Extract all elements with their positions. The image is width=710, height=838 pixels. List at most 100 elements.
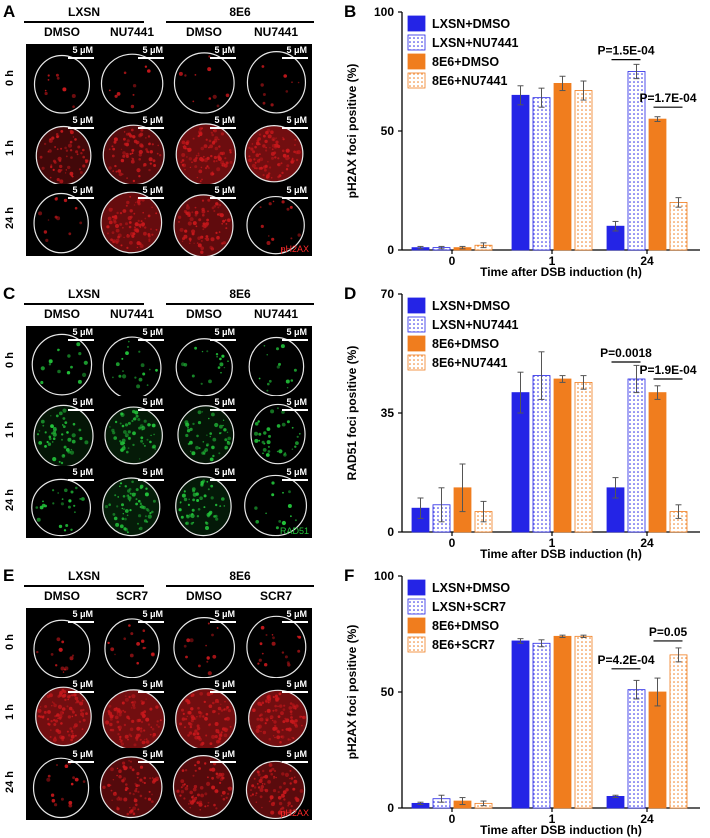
- focus-dot: [256, 770, 260, 774]
- focus-dot: [125, 155, 129, 158]
- focus-dot: [63, 529, 67, 532]
- focus-dot: [274, 695, 279, 700]
- focus-dot: [199, 180, 202, 183]
- focus-dot: [281, 171, 284, 175]
- focus-dot: [283, 798, 286, 801]
- focus-dot: [209, 245, 213, 250]
- focus-dot: [220, 794, 223, 797]
- focus-dot: [277, 162, 281, 167]
- focus-dot: [254, 506, 258, 510]
- focus-dot: [259, 153, 261, 155]
- focus-dot: [221, 497, 225, 501]
- focus-dot: [36, 650, 39, 654]
- scale-label: 5 μM: [142, 397, 163, 407]
- focus-dot: [225, 796, 228, 799]
- focus-dot: [262, 101, 266, 105]
- focus-dot: [44, 91, 48, 96]
- scale-bar: [138, 57, 164, 59]
- micrograph-cell: 5 μM: [240, 608, 312, 680]
- focus-dot: [71, 732, 75, 735]
- scale-bar: [282, 621, 308, 623]
- focus-dot: [287, 801, 291, 806]
- legend-label: LXSN+NU7441: [432, 36, 519, 50]
- focus-dot: [186, 515, 190, 519]
- focus-dot: [187, 503, 190, 506]
- focus-dot: [270, 810, 275, 815]
- focus-dot: [84, 440, 89, 445]
- focus-dot: [251, 143, 254, 145]
- scale-bar: [138, 127, 164, 129]
- micrograph-cell: 5 μM: [168, 326, 240, 398]
- focus-dot: [113, 436, 117, 440]
- focus-dot: [277, 705, 279, 708]
- focus-dot: [140, 711, 145, 716]
- focus-dot: [134, 782, 137, 785]
- focus-dot: [108, 220, 113, 225]
- focus-dot: [215, 353, 219, 356]
- nucleus-outline: [32, 757, 90, 819]
- focus-dot: [136, 241, 141, 246]
- focus-dot: [293, 776, 296, 778]
- scale-bar: [210, 691, 236, 693]
- focus-dot: [184, 168, 186, 171]
- focus-dot: [146, 520, 149, 523]
- focus-dot: [290, 805, 293, 808]
- focus-dot: [196, 242, 199, 244]
- focus-dot: [201, 199, 205, 202]
- focus-dot: [142, 781, 144, 783]
- focus-dot: [186, 156, 188, 158]
- focus-dot: [189, 440, 193, 445]
- focus-dot: [44, 445, 47, 448]
- focus-dot: [109, 717, 113, 721]
- focus-dot: [38, 211, 43, 216]
- focus-dot: [198, 447, 201, 450]
- focus-dot: [219, 505, 222, 507]
- row-label-1h: 1 h: [4, 140, 16, 156]
- legend-label: 8E6+NU7441: [432, 74, 507, 88]
- focus-dot: [196, 434, 199, 438]
- focus-dot: [215, 503, 218, 507]
- focus-dot: [194, 769, 197, 772]
- focus-dot: [195, 492, 199, 496]
- focus-dot: [82, 164, 86, 168]
- focus-dot: [252, 150, 256, 154]
- focus-dot: [226, 431, 229, 433]
- focus-dot: [67, 715, 72, 719]
- focus-dot: [133, 212, 136, 215]
- focus-dot: [145, 150, 149, 153]
- row-label-1h: 1 h: [4, 422, 16, 438]
- scale-label: 5 μM: [214, 749, 235, 759]
- focus-dot: [128, 695, 131, 699]
- focus-dot: [69, 727, 73, 730]
- focus-dot: [276, 735, 281, 740]
- focus-dot: [123, 637, 126, 640]
- focus-dot: [80, 152, 83, 155]
- focus-dot: [136, 246, 139, 249]
- y-tick-label: 0: [387, 801, 394, 815]
- focus-dot: [114, 494, 117, 497]
- focus-dot: [194, 764, 196, 767]
- focus-dot: [215, 231, 218, 234]
- focus-dot: [261, 783, 264, 785]
- focus-dot: [138, 149, 143, 155]
- focus-dot: [178, 508, 182, 512]
- focus-dot: [39, 706, 42, 708]
- scale-bar: [68, 621, 94, 623]
- focus-dot: [50, 720, 53, 723]
- bar: [574, 635, 593, 809]
- scale-bar: [282, 197, 308, 199]
- focus-dot: [150, 726, 153, 729]
- focus-dot: [69, 450, 75, 455]
- focus-dot: [263, 783, 266, 785]
- focus-dot: [259, 206, 262, 209]
- focus-dot: [286, 164, 290, 168]
- focus-dot: [151, 727, 155, 731]
- focus-dot: [64, 698, 67, 702]
- micrograph-cell: 5 μM: [26, 114, 98, 186]
- focus-dot: [52, 432, 57, 437]
- micrograph-cell: 5 μM: [240, 678, 312, 750]
- focus-dot: [185, 205, 190, 210]
- focus-dot: [145, 507, 149, 511]
- scale-label: 5 μM: [286, 749, 307, 759]
- focus-dot: [250, 789, 252, 791]
